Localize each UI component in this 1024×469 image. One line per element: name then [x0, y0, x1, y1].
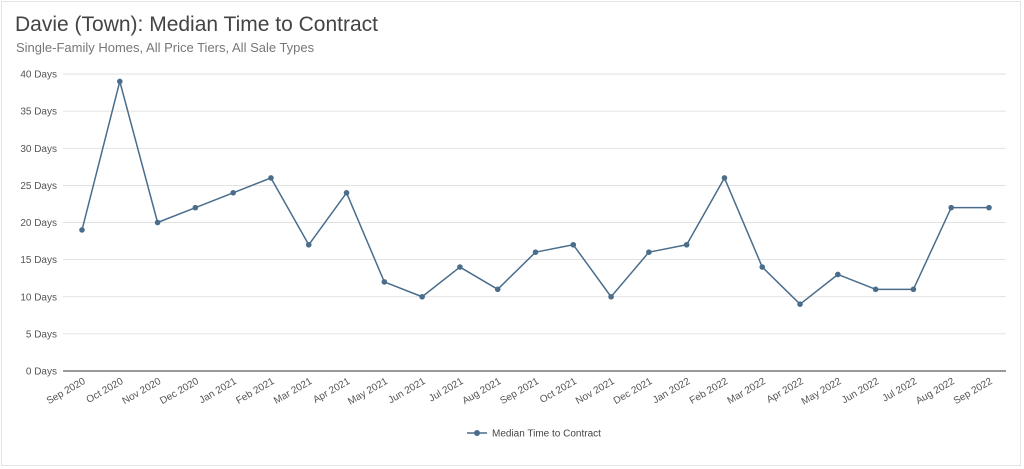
x-tick-label: Mar 2022	[726, 376, 768, 407]
data-point[interactable]	[948, 204, 955, 211]
data-point[interactable]	[268, 175, 274, 181]
data-point[interactable]	[986, 204, 992, 211]
data-point[interactable]	[419, 293, 425, 300]
data-point[interactable]	[494, 286, 501, 293]
x-tick-label: Mar 2021	[272, 376, 314, 407]
x-tick-label: Sep 2021	[498, 376, 541, 407]
y-tick-label: 20 Days	[20, 218, 57, 229]
y-tick-label: 15 Days	[20, 255, 57, 266]
x-tick-label: Oct 2020	[85, 376, 126, 406]
y-tick-label: 35 Days	[20, 107, 57, 118]
x-tick-label: Jun 2021	[386, 376, 428, 406]
data-point[interactable]	[381, 279, 388, 285]
data-point[interactable]	[532, 249, 539, 255]
data-point[interactable]	[154, 219, 161, 226]
x-tick-label: Jul 2022	[881, 376, 920, 405]
x-tick-label: Dec 2021	[612, 376, 655, 407]
x-tick-label: May 2022	[800, 376, 844, 408]
data-point[interactable]	[872, 286, 879, 293]
chart-title: Davie (Town): Median Time to Contract	[15, 13, 378, 36]
data-point[interactable]	[343, 190, 350, 196]
data-point[interactable]	[797, 301, 803, 307]
x-tick-label: Jun 2022	[840, 376, 882, 406]
series-layer	[79, 78, 992, 307]
legend-marker	[474, 430, 480, 436]
data-point[interactable]	[570, 241, 577, 248]
x-tick-label: Apr 2022	[765, 376, 806, 406]
data-point[interactable]	[79, 227, 85, 233]
chart-subtitle: Single-Family Homes, All Price Tiers, Al…	[16, 40, 315, 55]
data-point[interactable]	[910, 286, 917, 293]
x-tick-label: Jul 2021	[427, 376, 466, 405]
data-point[interactable]	[608, 293, 614, 300]
x-tick-label: Nov 2020	[121, 376, 164, 407]
data-point[interactable]	[835, 271, 841, 278]
data-point[interactable]	[116, 78, 123, 85]
data-point[interactable]	[646, 249, 652, 255]
data-point[interactable]	[457, 264, 463, 270]
x-tick-label: Jan 2021	[198, 376, 240, 406]
x-tick-label: Feb 2022	[688, 376, 730, 407]
x-tick-label: Dec 2020	[158, 376, 201, 407]
x-tick-label: Oct 2021	[538, 376, 579, 406]
data-point[interactable]	[683, 241, 690, 248]
y-tick-label: 0 Days	[26, 367, 57, 378]
legend-label: Median Time to Contract	[492, 429, 601, 440]
x-tick-label: May 2021	[346, 376, 390, 408]
legend[interactable]: Median Time to Contract	[467, 429, 601, 440]
x-tick-label: Apr 2021	[311, 376, 352, 406]
data-point[interactable]	[721, 175, 728, 181]
x-tick-label: Jan 2022	[651, 376, 693, 406]
data-point[interactable]	[759, 264, 766, 270]
gridlines	[63, 73, 1006, 372]
y-axis: 0 Days 5 Days 10 Days 15 Days 20 Days 25 Days…	[20, 70, 57, 378]
x-tick-label: Aug 2022	[914, 376, 957, 407]
x-tick-label: Feb 2021	[234, 376, 276, 407]
series-line	[81, 80, 989, 305]
y-tick-label: 10 Days	[20, 292, 57, 303]
x-tick-label: Sep 2022	[952, 376, 995, 407]
y-tick-label: 40 Days	[20, 70, 57, 81]
data-point[interactable]	[305, 241, 312, 248]
data-point[interactable]	[230, 190, 236, 196]
x-tick-label: Sep 2020	[45, 376, 88, 407]
y-tick-label: 30 Days	[20, 144, 57, 155]
y-tick-label: 25 Days	[20, 181, 57, 192]
x-tick-label: Aug 2021	[461, 376, 504, 407]
y-tick-label: 5 Days	[26, 329, 57, 340]
data-point[interactable]	[192, 204, 199, 211]
x-tick-label: Nov 2021	[574, 376, 617, 407]
